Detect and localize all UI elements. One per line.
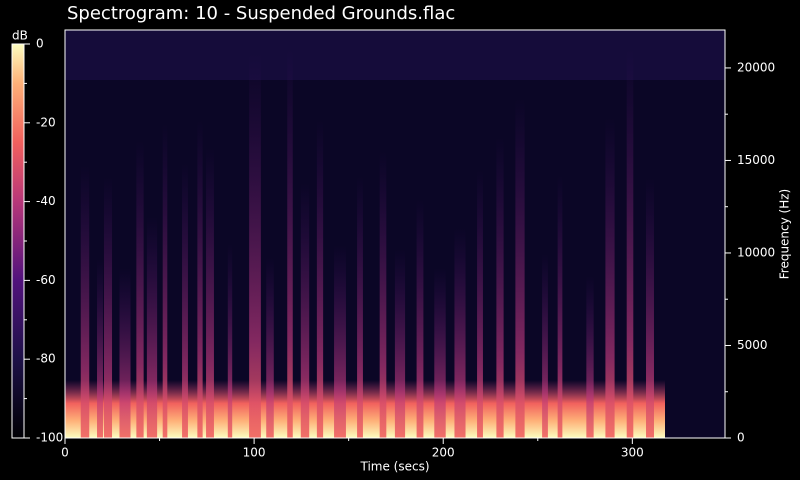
spectrogram-streak [394,249,406,438]
spectrogram-streak [182,163,188,438]
spectrogram-streak [626,49,634,438]
spectrogram-streak [136,140,144,438]
spectrogram-streak [515,98,525,438]
colorbar-tick-label: -40 [36,194,56,208]
colorbar-label: dB [12,29,28,43]
x-axis-label: Time (secs) [359,460,429,474]
x-tick-label: 0 [61,446,69,460]
colorbar-tick-label: 0 [36,37,44,51]
spectrogram-streak [266,257,274,438]
spectrogram-streak [249,53,261,438]
spectrogram-streak [334,245,346,438]
spectrogram-streak [206,147,214,438]
spectrogram-streak [605,117,615,438]
spectrogram-streak [646,178,654,438]
x-tick-label: 300 [621,446,644,460]
spectrogram-streak [97,259,103,438]
plot-frame [64,29,726,439]
x-tick-label: 200 [432,446,455,460]
spectrogram-streak [379,151,387,438]
colorbar-tick-label: -20 [36,115,56,129]
spectrogram-streak [287,49,293,438]
spectrogram-streak [300,183,310,438]
spectrogram-streak [316,120,324,438]
spectrogram-band [65,30,725,80]
chart-title: Spectrogram: 10 - Suspended Grounds.flac [67,3,455,24]
spectrogram-streak [162,123,168,438]
y-tick-label: 5000 [737,338,768,352]
spectrogram-streak [454,228,466,438]
spectrogram-streak [496,137,504,438]
spectrogram-streak [542,253,548,438]
x-tick-label: 100 [243,446,266,460]
spectrogram-streak [477,170,483,438]
y-axis-label: Frequency (Hz) [778,189,792,280]
spectrogram-streak [103,177,113,438]
spectrogram-streak [119,268,131,438]
spectrogram-streak [227,243,233,438]
spectrogram-streak [557,175,563,438]
colorbar-tick-label: -60 [36,273,56,287]
spectrogram-streak [586,276,594,438]
spectrogram-streak [80,165,90,438]
colorbar-tick-label: -100 [36,431,63,445]
spectrogram-streak [146,216,158,438]
colorbar [11,43,25,439]
spectrogram-streak [197,120,203,438]
colorbar-tick-label: -80 [36,352,56,366]
spectrogram-streak [434,268,446,438]
spectrogram-streak [357,176,363,438]
y-tick-label: 15000 [737,153,775,167]
spectrogram-image [65,30,725,438]
y-tick-label: 10000 [737,245,775,259]
y-tick-label: 0 [737,431,745,445]
y-tick-label: 20000 [737,60,775,74]
spectrogram-streak [416,200,424,438]
